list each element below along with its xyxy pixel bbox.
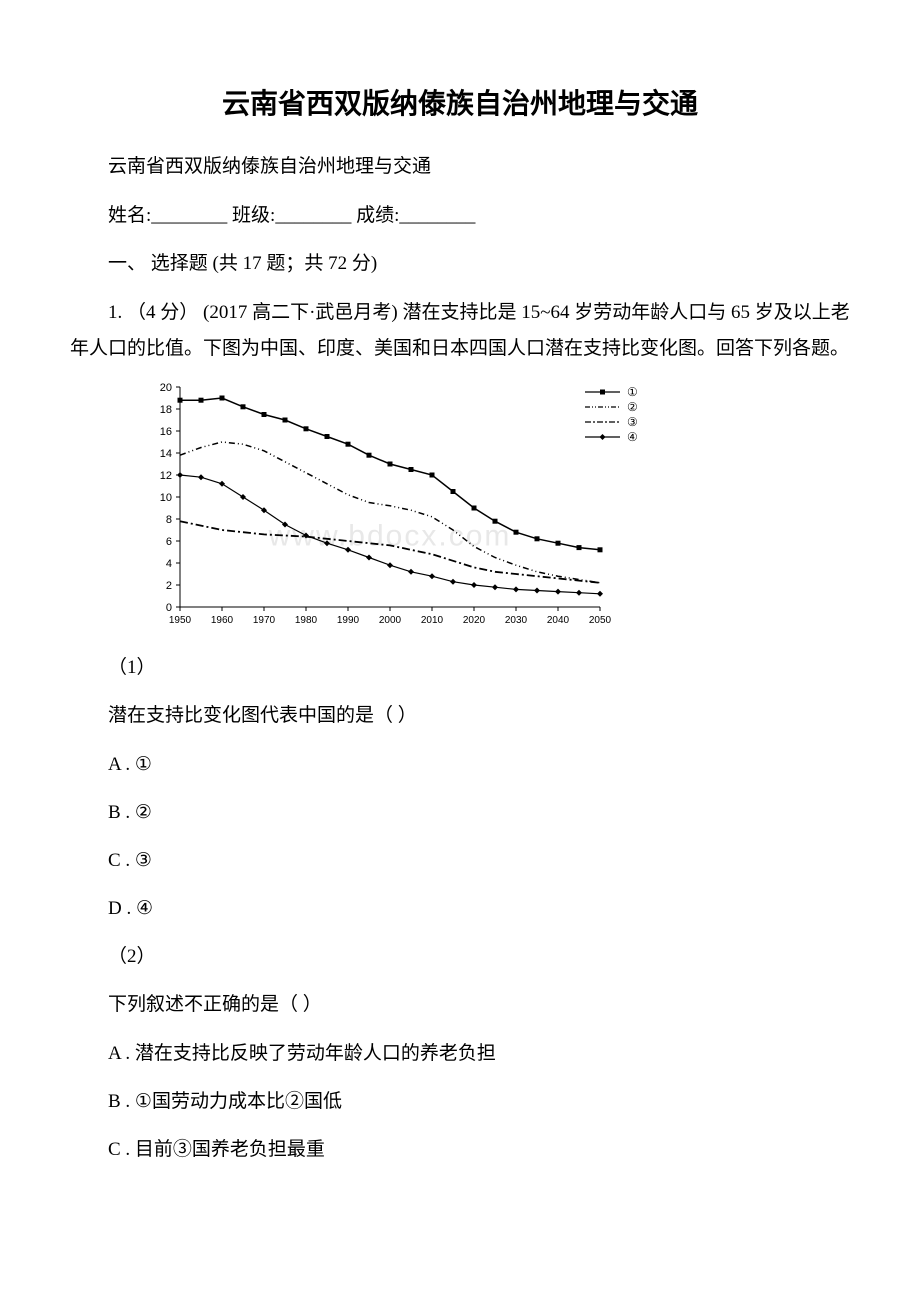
name-label: 姓名: [108, 205, 151, 226]
svg-text:0: 0 [166, 602, 172, 614]
svg-text:③: ③ [627, 415, 638, 429]
line-chart: 0 2 4 6 8 10 12 14 16 18 20 1950 1960 1970 1980 1990 200… [140, 377, 690, 637]
section-header: 一、 选择题 (共 17 题；共 72 分) [70, 247, 850, 281]
question-source: (2017 高二下·武邑月考) [203, 302, 398, 323]
option-1d: D . ④ [70, 892, 850, 926]
svg-text:4: 4 [166, 558, 172, 570]
svg-text:1970: 1970 [253, 615, 276, 626]
svg-text:④: ④ [627, 430, 638, 444]
svg-text:2010: 2010 [421, 615, 444, 626]
svg-text:①: ① [627, 385, 638, 399]
score-label: 成绩: [356, 205, 399, 226]
svg-text:2040: 2040 [547, 615, 570, 626]
svg-text:1980: 1980 [295, 615, 318, 626]
svg-text:②: ② [627, 400, 638, 414]
class-label: 班级: [232, 205, 275, 226]
sub-question-1-number: （1） [70, 651, 850, 685]
question-number: 1. （4 分） [108, 302, 198, 323]
option-2a: A . 潜在支持比反映了劳动年龄人口的养老负担 [70, 1037, 850, 1071]
svg-text:2000: 2000 [379, 615, 402, 626]
sub-question-2-number: （2） [70, 940, 850, 974]
option-1b: B . ② [70, 796, 850, 830]
svg-text:1990: 1990 [337, 615, 360, 626]
svg-text:18: 18 [160, 404, 172, 416]
svg-text:2050: 2050 [589, 615, 612, 626]
page-title: 云南省西双版纳傣族自治州地理与交通 [70, 80, 850, 130]
svg-text:1950: 1950 [169, 615, 192, 626]
svg-text:6: 6 [166, 536, 172, 548]
option-1c: C . ③ [70, 844, 850, 878]
option-2c: C . 目前③国养老负担最重 [70, 1133, 850, 1167]
svg-text:20: 20 [160, 382, 172, 394]
svg-text:2020: 2020 [463, 615, 486, 626]
svg-text:1960: 1960 [211, 615, 234, 626]
svg-text:8: 8 [166, 514, 172, 526]
svg-text:12: 12 [160, 470, 172, 482]
subtitle-text: 云南省西双版纳傣族自治州地理与交通 [70, 150, 850, 184]
sub-question-2-prompt: 下列叙述不正确的是（ ） [70, 988, 850, 1022]
student-info-line: 姓名:________ 班级:________ 成绩:________ [70, 199, 850, 233]
svg-text:2: 2 [166, 580, 172, 592]
svg-text:16: 16 [160, 426, 172, 438]
sub-question-1-prompt: 潜在支持比变化图代表中国的是（ ） [70, 699, 850, 733]
question-1-stem: 1. （4 分） (2017 高二下·武邑月考) 潜在支持比是 15~64 岁劳… [70, 295, 850, 367]
option-1a: A . ① [70, 748, 850, 782]
svg-text:14: 14 [160, 448, 172, 460]
svg-text:2030: 2030 [505, 615, 528, 626]
svg-text:10: 10 [160, 492, 172, 504]
option-2b: B . ①国劳动力成本比②国低 [70, 1085, 850, 1119]
chart-container: 0 2 4 6 8 10 12 14 16 18 20 1950 1960 1970 1980 1990 200… [140, 377, 690, 637]
